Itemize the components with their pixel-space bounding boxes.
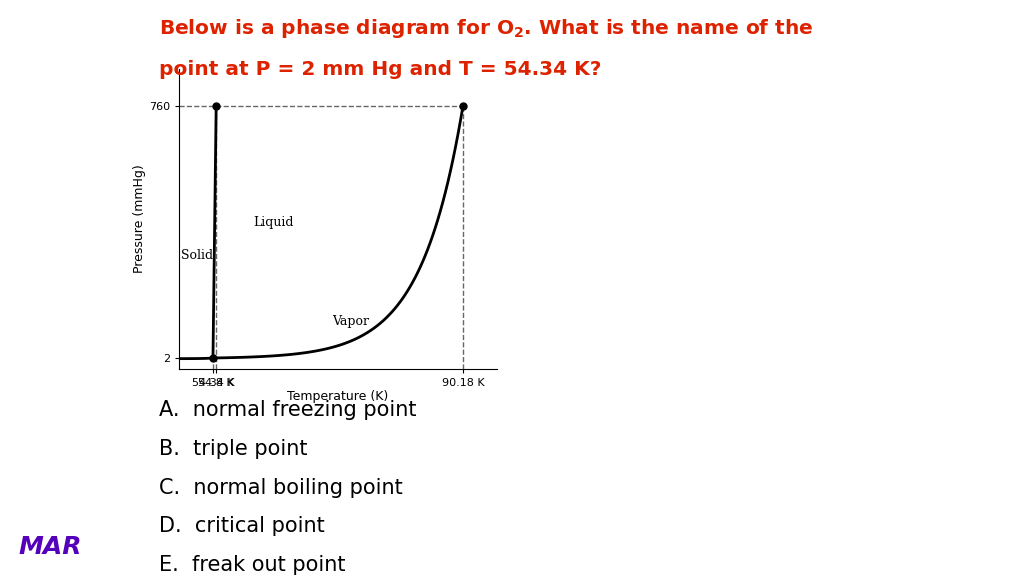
Text: MAR: MAR (18, 535, 82, 559)
Text: B.  triple point: B. triple point (159, 439, 307, 459)
X-axis label: Temperature (K): Temperature (K) (288, 391, 388, 403)
Text: Vapor: Vapor (332, 316, 369, 328)
Text: Solid: Solid (180, 249, 213, 262)
Text: Liquid: Liquid (253, 215, 294, 229)
Text: D.  critical point: D. critical point (159, 516, 325, 536)
Text: C.  normal boiling point: C. normal boiling point (159, 478, 402, 498)
Text: A.  normal freezing point: A. normal freezing point (159, 400, 416, 420)
Text: point at P = 2 mm Hg and T = 54.34 K?: point at P = 2 mm Hg and T = 54.34 K? (159, 60, 601, 79)
Text: Below is a phase diagram for $\mathregular{O_2}$. What is the name of the: Below is a phase diagram for $\mathregul… (159, 17, 813, 40)
Y-axis label: Pressure (mmHg): Pressure (mmHg) (133, 165, 146, 273)
Text: E.  freak out point: E. freak out point (159, 555, 345, 575)
